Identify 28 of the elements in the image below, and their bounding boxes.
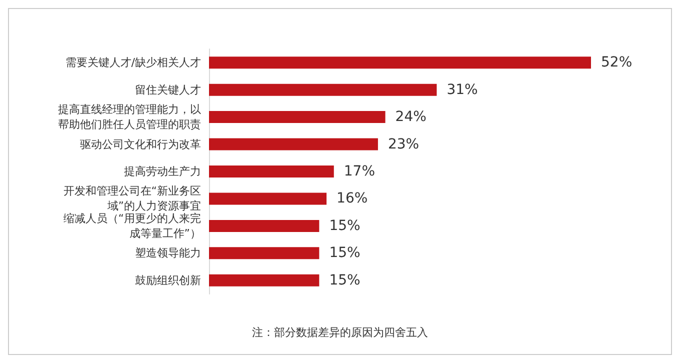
y-tick-label: 缩减人员（“用更少的人来完成等量工作”） [63,212,201,240]
data-label: 52% [601,54,632,71]
bar [209,138,378,150]
bar [209,247,320,260]
data-label: 23% [388,136,420,152]
bar [209,56,591,69]
bar [209,220,320,232]
y-tick-label: 驱动公司文化和行为改革 [80,138,201,151]
bar [209,111,386,124]
bar [209,166,334,178]
bar [209,84,437,96]
data-label: 15% [329,218,360,234]
bar [209,274,320,286]
y-tick-label: 提高劳动生产力 [124,165,201,178]
data-label: 17% [344,164,376,180]
data-label: 16% [336,190,368,207]
y-tick-label: 留住关键人才 [135,83,201,96]
bar [209,192,327,205]
data-label: 24% [395,109,426,126]
y-tick-label: 开发和管理公司在“新业务区域”的人力资源事宜 [63,184,201,213]
data-label: 15% [329,245,360,262]
y-tick-label: 需要关键人才/缺少相关人才 [65,56,201,70]
data-label: 15% [329,272,360,288]
y-tick-label: 提高直线经理的管理能力，以帮助他们胜任人员管理的职责 [58,103,201,132]
data-label: 31% [446,82,478,98]
text: 注：部分数据差异的原因为四舍五入 [252,326,428,339]
y-tick-label: 鼓励组织创新 [135,274,201,287]
y-tick-label: 塑造领导能力 [135,246,201,260]
